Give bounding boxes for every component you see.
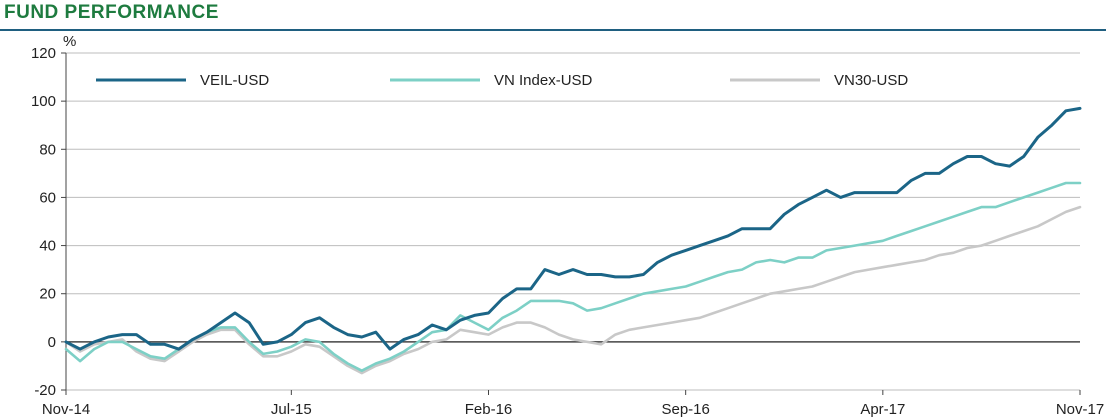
y-tick-label: 100 [31,93,56,110]
chart-title: FUND PERFORMANCE [4,2,219,23]
legend: VEIL-USD VN Index-USD VN30-USD [96,72,908,89]
legend-label: VN Index-USD [494,72,593,89]
y-tick-label: 60 [39,189,56,206]
x-tick-label: Nov-14 [42,401,90,418]
y-tick-label: 80 [39,141,56,158]
y-axis-label: % [63,33,76,50]
series-line-vn-index-usd [64,181,1082,373]
x-tick-label: Apr-17 [860,401,905,418]
title-underline [0,29,1106,31]
x-tick-label: Feb-16 [465,401,513,418]
y-tick-label: 0 [48,334,56,351]
x-tick-label: Jul-15 [271,401,312,418]
x-axis-ticks: Nov-14 Jul-15 Feb-16 Sep-16 Apr-17 Nov-17 [42,390,1104,418]
gridlines [66,52,1080,391]
y-tick-label: 20 [39,286,56,303]
series-line-vn30-usd [64,205,1082,375]
y-tick-label: -20 [34,382,56,399]
legend-label: VN30-USD [834,72,908,89]
y-tick-label: 120 [31,45,56,62]
y-tick-label: 40 [39,238,56,255]
y-axis-ticks: -20 0 20 40 60 80 100 120 [31,45,67,399]
x-tick-label: Nov-17 [1056,401,1104,418]
series-lines [64,106,1082,375]
x-tick-label: Sep-16 [661,401,709,418]
legend-label: VEIL-USD [200,72,269,89]
series-line-veil-usd [64,106,1082,351]
